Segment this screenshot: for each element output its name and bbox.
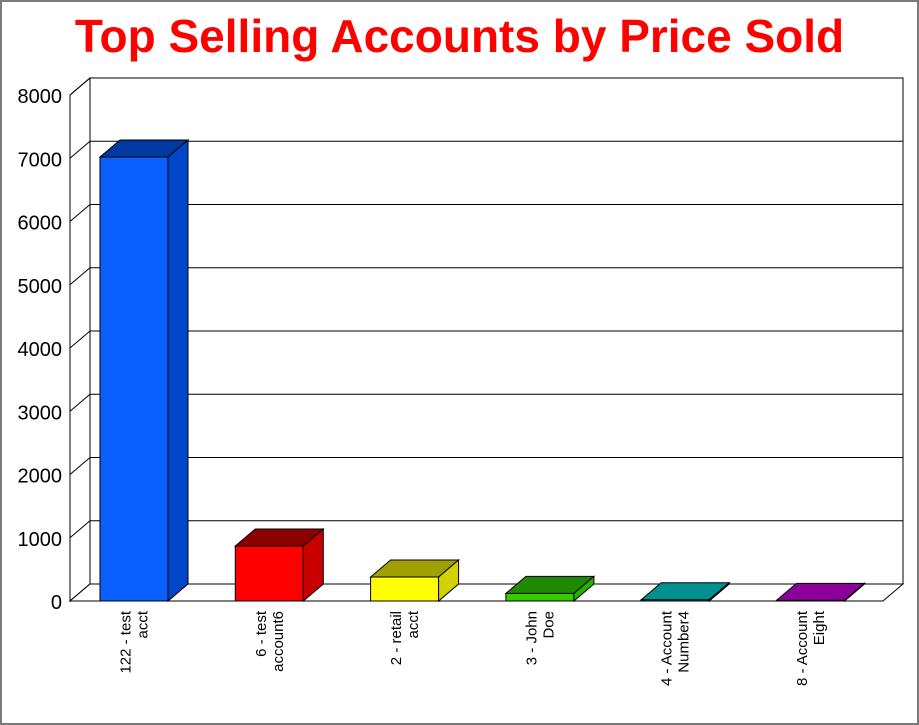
x-tick-label-line: account6 bbox=[270, 611, 287, 672]
wall-gridline bbox=[69, 330, 91, 349]
y-tick-label: 7000 bbox=[18, 149, 63, 171]
x-tick-label-line: 122 - test bbox=[118, 610, 135, 673]
y-tick-label: 5000 bbox=[18, 276, 63, 298]
wall-gridline bbox=[69, 457, 91, 475]
bar-front bbox=[505, 592, 575, 602]
wall-gridline bbox=[69, 77, 91, 96]
x-tick-label: 122 - test acct bbox=[118, 610, 152, 673]
bar-side bbox=[302, 527, 324, 603]
x-tick-label-line: Eight bbox=[811, 610, 828, 645]
x-tick-label-line: Doe bbox=[540, 611, 557, 639]
y-tick-label: 2000 bbox=[18, 466, 63, 488]
wall-gridline bbox=[69, 204, 91, 222]
x-tick-label-line: 8 - Account bbox=[794, 610, 811, 686]
x-tick-label-line: Number4 bbox=[676, 611, 693, 673]
x-tick-label: 3 - John Doe bbox=[523, 611, 557, 665]
wall-gridline bbox=[69, 267, 91, 286]
y-tick-label: 8000 bbox=[18, 86, 63, 108]
bar-front bbox=[234, 545, 304, 602]
wall-gridline bbox=[69, 140, 91, 159]
wall-gridline bbox=[69, 520, 91, 539]
y-tick-label: 6000 bbox=[18, 213, 63, 235]
x-tick-label: 8 - Account Eight bbox=[794, 610, 828, 686]
bar-front bbox=[99, 156, 169, 602]
bar-side bbox=[708, 581, 730, 603]
x-tick-label: 2 - retail acct bbox=[388, 610, 422, 665]
chart-title: Top Selling Accounts by Price Sold bbox=[74, 10, 845, 62]
wall-gridline bbox=[69, 393, 91, 412]
x-tick-label-line: acct bbox=[135, 610, 152, 638]
bar-side bbox=[573, 575, 595, 603]
x-tick-label-line: acct bbox=[405, 610, 422, 638]
x-tick-label-line: 2 - retail bbox=[388, 611, 405, 665]
x-tick-label-line: 6 - test bbox=[253, 610, 270, 657]
y-tick-label: 4000 bbox=[18, 339, 63, 361]
y-tick-label: 3000 bbox=[18, 402, 63, 424]
x-tick-label-line: 4 - Account bbox=[659, 610, 676, 686]
x-tick-label-line: 3 - John bbox=[523, 611, 540, 665]
bar-front bbox=[370, 576, 440, 602]
x-tick-label: 4 - Account Number4 bbox=[659, 610, 693, 686]
y-tick-label: 1000 bbox=[18, 529, 63, 551]
bar-side bbox=[438, 558, 460, 603]
bar-side bbox=[844, 582, 865, 603]
y-tick-label: 0 bbox=[51, 592, 62, 614]
x-tick-label: 6 - test account6 bbox=[253, 610, 287, 672]
bar-side bbox=[167, 138, 189, 603]
